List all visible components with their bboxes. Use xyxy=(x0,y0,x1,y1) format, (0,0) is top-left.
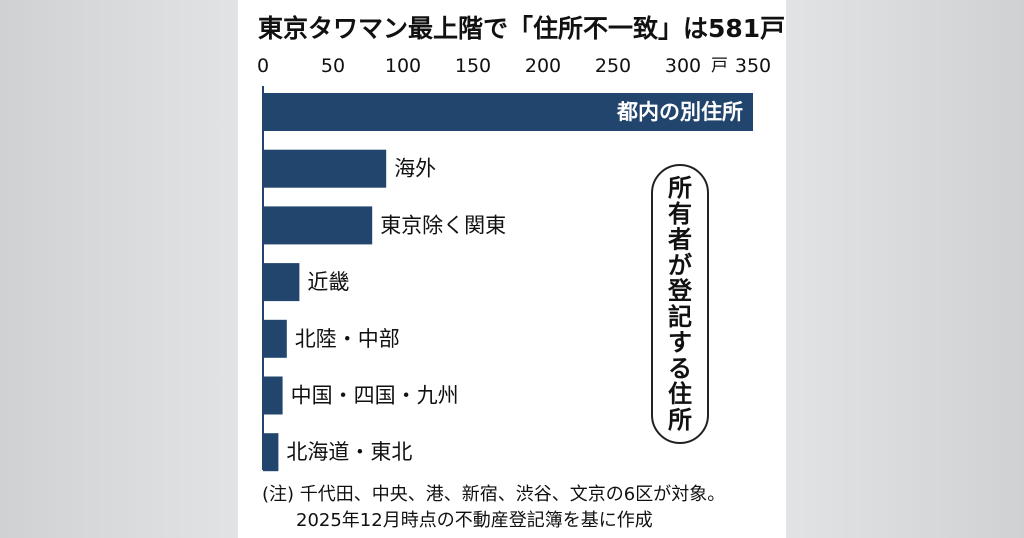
note-line-2: 2025年12月時点の不動産登記簿を基に作成 xyxy=(296,510,653,531)
bar xyxy=(263,93,753,131)
left-background xyxy=(0,0,238,538)
annotation-char: 住 xyxy=(668,380,692,408)
bar xyxy=(263,206,373,245)
x-tick-label: 200 xyxy=(525,55,561,77)
category-label: 東京除く関東 xyxy=(380,213,506,237)
annotation-char: す xyxy=(668,329,692,357)
x-tick-label: 350 xyxy=(735,55,771,77)
category-label: 中国・四国・九州 xyxy=(291,384,459,408)
x-tick-label: 250 xyxy=(595,55,631,77)
annotation-char: 者 xyxy=(668,226,692,254)
annotation-char: 所 xyxy=(668,406,692,434)
category-label: 北陸・中部 xyxy=(295,327,400,351)
bar xyxy=(263,433,279,472)
right-background xyxy=(786,0,1024,538)
category-label: 都内の別住所 xyxy=(616,100,743,124)
x-axis-unit: 戸 xyxy=(711,56,728,76)
category-label: 近畿 xyxy=(307,270,349,294)
x-tick-label: 50 xyxy=(321,55,345,77)
x-tick-label: 100 xyxy=(385,55,421,77)
category-label: 北海道・東北 xyxy=(286,440,412,464)
chart-title: 東京タワマン最上階で「住所不一致」は581戸 xyxy=(258,14,785,43)
bar xyxy=(263,376,283,415)
x-tick-label: 300 xyxy=(665,55,701,77)
bar xyxy=(263,149,387,188)
x-axis-ticks: 0 50 100 150 200 250 300 350 xyxy=(257,55,771,77)
note-line-1: (注) 千代田、中央、港、新宿、渋谷、文京の6区が対象。 xyxy=(262,484,725,505)
annotation-char: 記 xyxy=(668,303,692,331)
annotation-char: る xyxy=(668,354,692,382)
x-tick-label: 150 xyxy=(455,55,491,77)
bars-group xyxy=(263,93,753,472)
bar xyxy=(263,263,300,302)
bar xyxy=(263,319,287,358)
category-label: 海外 xyxy=(394,157,436,181)
annotation-char: 所 xyxy=(668,174,692,202)
annotation-box xyxy=(651,164,709,444)
annotation-char: 登 xyxy=(667,277,693,305)
annotation-char: が xyxy=(668,251,692,279)
x-tick-label: 0 xyxy=(257,55,269,77)
annotation-char: 有 xyxy=(668,200,692,228)
